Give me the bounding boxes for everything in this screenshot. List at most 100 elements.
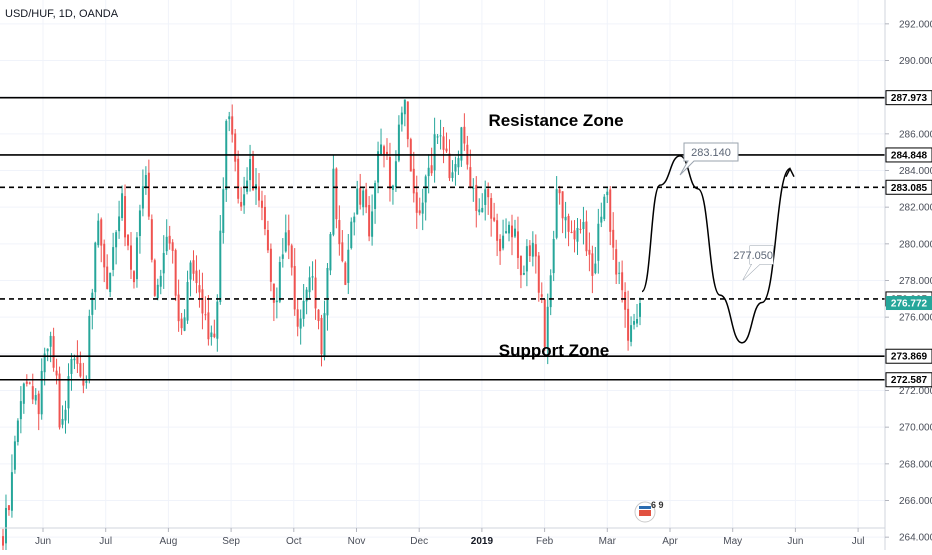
candle-body [359, 187, 362, 205]
candle-body [391, 185, 394, 190]
candle-body [79, 363, 82, 377]
candle-body [144, 175, 147, 188]
candle-body [451, 172, 454, 178]
callout-low-text: 277.050 [733, 250, 773, 262]
candle-body [582, 221, 585, 230]
candle-body [52, 336, 55, 368]
candle-body [19, 401, 22, 420]
candle-body [31, 386, 34, 400]
candle-body [112, 247, 115, 270]
candle-body [388, 157, 391, 189]
x-tick-label: Jun [787, 536, 803, 547]
level-price-tag [885, 90, 932, 106]
y-tick-label: 280.000 [899, 239, 932, 250]
candle-body [594, 263, 597, 274]
candle-body [427, 167, 430, 177]
candle-body [558, 189, 561, 194]
candle-body [469, 167, 472, 187]
candle-body [222, 189, 225, 233]
candle-body [171, 242, 174, 251]
candle-body [537, 255, 540, 293]
candle-body [511, 225, 514, 238]
candle-body [302, 300, 305, 319]
candle-body [213, 333, 216, 338]
candle-body [356, 188, 359, 215]
candle-body [156, 284, 159, 299]
candle-body [552, 238, 555, 274]
candle-body [237, 158, 240, 199]
y-tick-label: 266.000 [899, 496, 932, 507]
candle-body [463, 126, 466, 144]
candle-body [609, 189, 612, 232]
candle-body [633, 321, 636, 325]
candle-body [350, 221, 353, 249]
candle-body [129, 245, 132, 270]
candle-body [499, 238, 502, 252]
candle-body [368, 205, 371, 237]
callout-low[interactable]: 277.050 [733, 245, 774, 281]
candle-body [240, 201, 243, 207]
callout-high[interactable]: 283.140 [679, 142, 739, 176]
logo-text: 6 9 [651, 500, 664, 510]
candle-body [591, 253, 594, 276]
logo-badge: 6 9 [634, 500, 664, 523]
candle-body [127, 234, 130, 246]
candle-body [46, 348, 49, 352]
candle-body [585, 221, 588, 252]
candle-body [299, 318, 302, 329]
candle-body [576, 227, 579, 242]
candle-body [141, 186, 144, 209]
candle-body [457, 158, 460, 168]
candle-body [308, 277, 311, 293]
x-tick-label: Jul [99, 536, 112, 547]
candle-body [290, 245, 293, 268]
candle-body [204, 314, 207, 316]
candle-body [519, 255, 522, 276]
candle-body [165, 236, 168, 252]
y-tick-label: 264.000 [899, 533, 932, 544]
candle-body [600, 216, 603, 223]
candle-body [106, 266, 109, 289]
callout-high-text: 283.140 [691, 147, 731, 159]
x-tick-label: 2019 [471, 536, 494, 547]
candle-body [487, 189, 490, 198]
candle-body [317, 309, 320, 322]
candle-body [341, 242, 344, 262]
candle-body [588, 249, 591, 255]
candle-body [516, 231, 519, 258]
candle-body [234, 133, 237, 162]
candle-body [525, 246, 528, 272]
candle-body [138, 210, 141, 237]
candle-body [85, 381, 88, 383]
candle-body [153, 260, 156, 296]
candle-body [383, 146, 386, 155]
candle-body [612, 229, 615, 248]
candle-body [374, 182, 377, 209]
candle-body [159, 275, 162, 287]
candle-body [403, 99, 406, 115]
candle-body [362, 190, 365, 208]
y-tick-label: 272.000 [899, 386, 932, 397]
candle-body [335, 168, 338, 220]
y-tick-label: 268.000 [899, 459, 932, 470]
candle-body [13, 441, 16, 470]
candle-body [287, 230, 290, 246]
candle-body [195, 270, 198, 284]
candle-body [58, 373, 61, 428]
x-tick-label: Oct [286, 536, 302, 547]
candle-body [505, 231, 508, 233]
candle-body [493, 217, 496, 221]
candle-body [490, 198, 493, 219]
candle-body [278, 262, 281, 302]
candle-body [406, 101, 409, 140]
candle-body [281, 254, 284, 259]
candle-body [147, 172, 150, 217]
candle-body [34, 395, 37, 401]
candle-body [555, 189, 558, 238]
y-tick-label: 290.000 [899, 56, 932, 67]
candle-body [329, 234, 332, 271]
ticker-title: USD/HUF, 1D, OANDA [5, 8, 119, 20]
forecast-curve[interactable] [641, 155, 791, 344]
